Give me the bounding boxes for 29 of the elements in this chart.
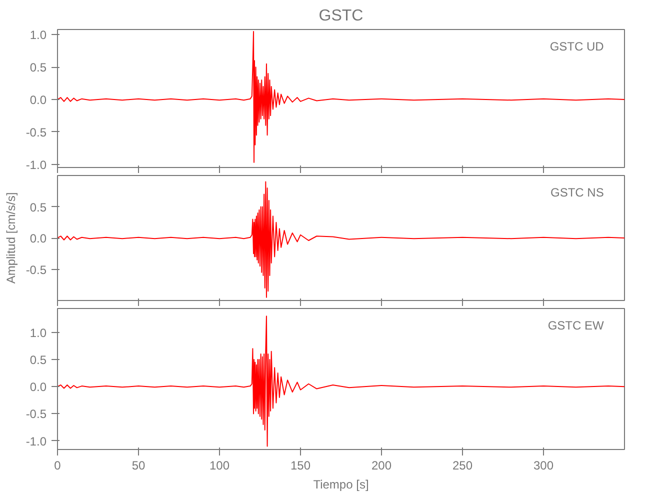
y-tick-label: 0.5 xyxy=(30,200,47,214)
line-series xyxy=(58,316,624,447)
line-series xyxy=(58,30,624,163)
y-tick-label: -1.0 xyxy=(26,158,47,172)
x-tick-label: 200 xyxy=(371,458,392,472)
y-tick-label: 0.0 xyxy=(30,92,47,107)
y-tick-label: 0.5 xyxy=(30,352,47,367)
y-tick-label: 0.0 xyxy=(30,232,47,246)
x-tick-label: 250 xyxy=(452,458,473,472)
y-tick-label: 0.5 xyxy=(30,60,47,75)
x-tick-label: 300 xyxy=(533,458,554,472)
x-tick-label: 50 xyxy=(132,458,146,472)
y-axis-title: Amplitud [cm/s/s] xyxy=(4,192,18,284)
x-tick-label: 0 xyxy=(54,458,62,472)
y-tick-label: -1.0 xyxy=(26,434,47,448)
line-series xyxy=(58,181,624,298)
annotation: GSTC NS xyxy=(550,186,604,200)
annotation: GSTC EW xyxy=(548,318,605,332)
y-tick-label: -0.5 xyxy=(26,262,47,277)
y-tick-label: -0.5 xyxy=(26,125,47,140)
x-tick-label: 150 xyxy=(290,458,311,472)
chart-title: GSTC xyxy=(318,8,364,24)
x-tick-label: 100 xyxy=(209,458,230,472)
y-tick-label: 0.0 xyxy=(30,380,47,394)
y-tick-label: -0.5 xyxy=(26,407,47,422)
y-tick-label: 1.0 xyxy=(30,326,47,340)
annotation: GSTC UD xyxy=(550,40,604,54)
y-tick-label: 1.0 xyxy=(30,28,47,42)
x-axis-title: Tiempo [s] xyxy=(313,478,369,492)
